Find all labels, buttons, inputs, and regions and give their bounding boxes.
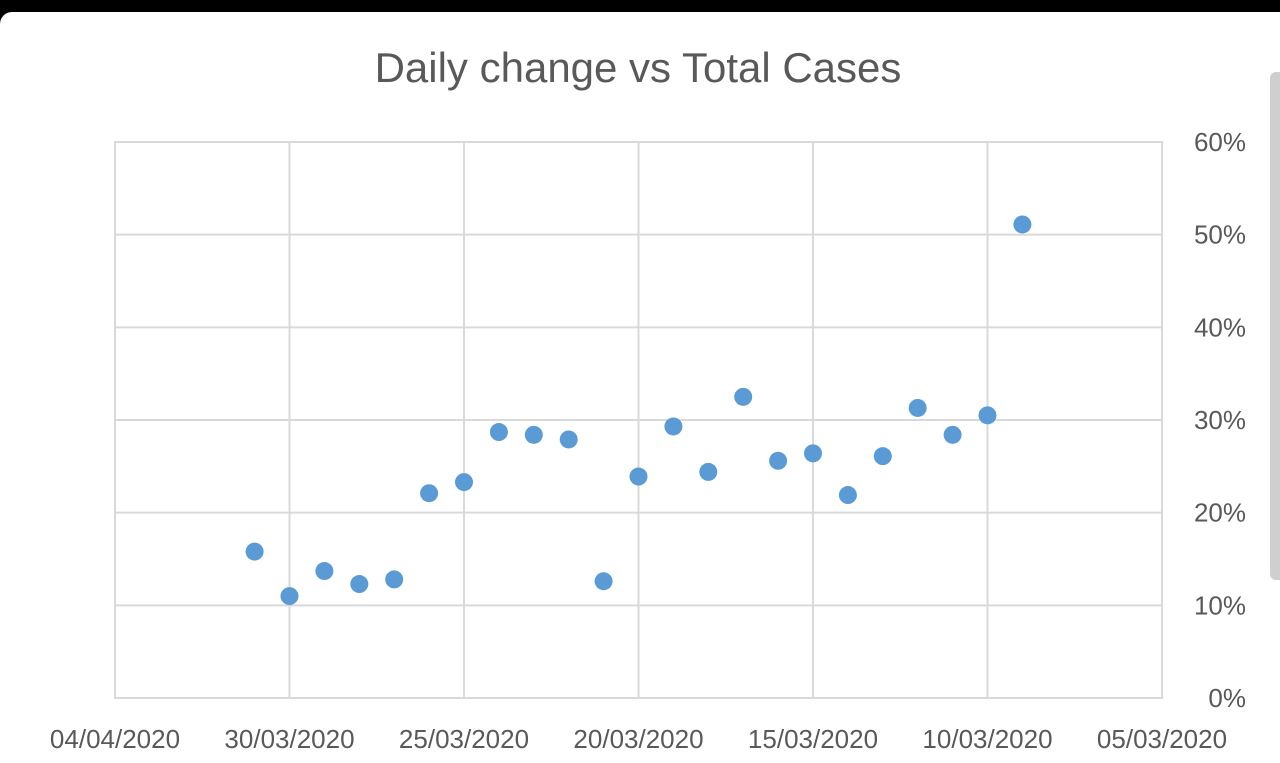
x-tick-label: 10/03/2020 xyxy=(922,724,1052,754)
x-tick-label: 15/03/2020 xyxy=(748,724,878,754)
data-point xyxy=(838,486,857,505)
data-points xyxy=(245,215,1032,606)
x-tick-label: 30/03/2020 xyxy=(224,724,354,754)
y-tick-label: 10% xyxy=(1194,590,1246,620)
data-point xyxy=(978,406,997,425)
chart-panel xyxy=(0,12,1280,763)
data-point xyxy=(943,425,962,444)
data-point xyxy=(489,423,508,442)
data-point xyxy=(245,542,264,561)
data-point xyxy=(1013,215,1032,234)
x-tick-label: 20/03/2020 xyxy=(573,724,703,754)
chart-title: Daily change vs Total Cases xyxy=(374,44,902,91)
data-point xyxy=(559,430,578,449)
y-axis-tick-labels: 0% 10% 20% 30% 40% 50% 60% xyxy=(1194,127,1246,713)
data-point xyxy=(629,467,648,486)
data-point xyxy=(350,575,369,594)
data-point xyxy=(908,398,927,417)
y-tick-label: 40% xyxy=(1194,312,1246,342)
data-point xyxy=(769,451,788,470)
y-tick-label: 50% xyxy=(1194,220,1246,250)
x-tick-label: 25/03/2020 xyxy=(399,724,529,754)
data-point xyxy=(664,417,683,436)
x-axis-tick-labels: 04/04/2020 30/03/2020 25/03/2020 20/03/2020… xyxy=(50,724,1227,754)
x-tick-label: 05/03/2020 xyxy=(1097,724,1227,754)
data-point xyxy=(455,473,473,492)
data-point xyxy=(873,447,892,466)
y-tick-label: 60% xyxy=(1194,127,1246,157)
data-point xyxy=(420,484,439,503)
x-tick-label: 04/04/2020 xyxy=(50,724,180,754)
data-point xyxy=(524,425,543,444)
data-point xyxy=(315,562,334,581)
data-point xyxy=(734,387,753,406)
data-point xyxy=(385,570,404,589)
data-point xyxy=(699,462,718,481)
y-tick-label: 0% xyxy=(1208,683,1246,713)
y-tick-label: 20% xyxy=(1194,498,1246,528)
grid-layer xyxy=(114,141,1163,699)
scrollbar-thumb[interactable] xyxy=(1270,72,1280,580)
y-tick-label: 30% xyxy=(1194,405,1246,435)
data-point xyxy=(594,572,613,591)
data-point xyxy=(280,587,299,606)
data-point xyxy=(804,444,822,463)
